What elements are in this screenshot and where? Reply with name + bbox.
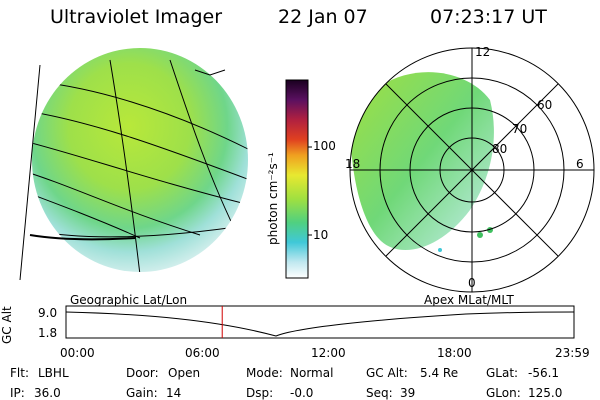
timeline-xtick-1200: 12:00 xyxy=(311,346,346,360)
meridian-line xyxy=(109,59,141,272)
glon-value: 125.0 xyxy=(528,386,563,400)
grid-line xyxy=(32,109,248,181)
grid-line xyxy=(32,139,248,206)
gain-value: 14 xyxy=(166,386,182,400)
seq-value: 39 xyxy=(400,386,416,400)
polar-label-60: 60 xyxy=(537,98,553,112)
colorbar-tick-100: 100 xyxy=(313,139,336,153)
polar-label-12: 12 xyxy=(475,45,491,59)
polar-label-18: 18 xyxy=(345,157,361,171)
flt-label: Flt: xyxy=(10,366,29,380)
dsp-label: Dsp: xyxy=(246,386,274,400)
colorbar-label: photon cm⁻²s⁻¹ xyxy=(266,152,280,245)
glon-label: GLon: xyxy=(486,386,521,400)
polar-diagonal xyxy=(385,83,559,257)
door-label: Door: xyxy=(126,366,159,380)
meridian-line xyxy=(169,59,241,241)
glat-label: GLat: xyxy=(486,366,519,380)
auroral-oval xyxy=(350,72,494,250)
polar-label-80: 80 xyxy=(492,142,508,156)
coastline xyxy=(29,234,136,241)
mode-value: Normal xyxy=(290,366,334,380)
earth-disk xyxy=(32,48,248,272)
timeline-xtick-0000: 00:00 xyxy=(60,346,95,360)
polar-label-0: 0 xyxy=(468,276,476,290)
timeline-xtick-2359: 23:59 xyxy=(555,346,590,360)
gcalt-value: 5.4 Re xyxy=(420,366,459,380)
gain-label: Gain: xyxy=(126,386,158,400)
grid-line xyxy=(32,169,201,236)
timeline-axis-label: GC Alt xyxy=(0,306,14,344)
polar-plot xyxy=(349,47,595,293)
mode-label: Mode: xyxy=(246,366,283,380)
coastline xyxy=(194,69,226,76)
colorbar-tick-10: 10 xyxy=(313,228,329,242)
seq-label: Seq: xyxy=(366,386,393,400)
flt-value: LBHL xyxy=(38,366,69,380)
color-bar xyxy=(285,79,312,279)
ip-label: IP: xyxy=(10,386,25,400)
aurora-spot xyxy=(438,248,442,252)
timeline-ytick-bottom: 1.8 xyxy=(38,326,58,340)
door-value: Open xyxy=(168,366,201,380)
glat-value: -56.1 xyxy=(528,366,560,380)
limb-line xyxy=(19,64,41,281)
timeline-right-label: Apex MLat/MLT xyxy=(424,293,514,307)
timeline-ytick-top: 9.0 xyxy=(38,306,58,320)
time-label: 07:23:17 UT xyxy=(430,6,547,28)
polar-label-6: 6 xyxy=(576,157,584,171)
timeline-xtick-0600: 06:00 xyxy=(185,346,220,360)
timeline-xtick-1800: 18:00 xyxy=(437,346,472,360)
timeline-left-label: Geographic Lat/Lon xyxy=(70,293,188,307)
altitude-curve xyxy=(65,311,575,337)
timeline-plot xyxy=(65,305,575,339)
instrument-title: Ultraviolet Imager xyxy=(50,6,223,28)
aurora-spot xyxy=(487,227,493,233)
timeline-frame xyxy=(65,305,575,339)
dsp-value: -0.0 xyxy=(290,386,314,400)
gcalt-label: GC Alt: xyxy=(366,366,408,380)
date-label: 22 Jan 07 xyxy=(278,6,368,28)
polar-label-70: 70 xyxy=(512,122,528,136)
aurora-spot xyxy=(477,232,483,238)
geographic-image xyxy=(19,48,248,281)
ip-value: 36.0 xyxy=(34,386,61,400)
